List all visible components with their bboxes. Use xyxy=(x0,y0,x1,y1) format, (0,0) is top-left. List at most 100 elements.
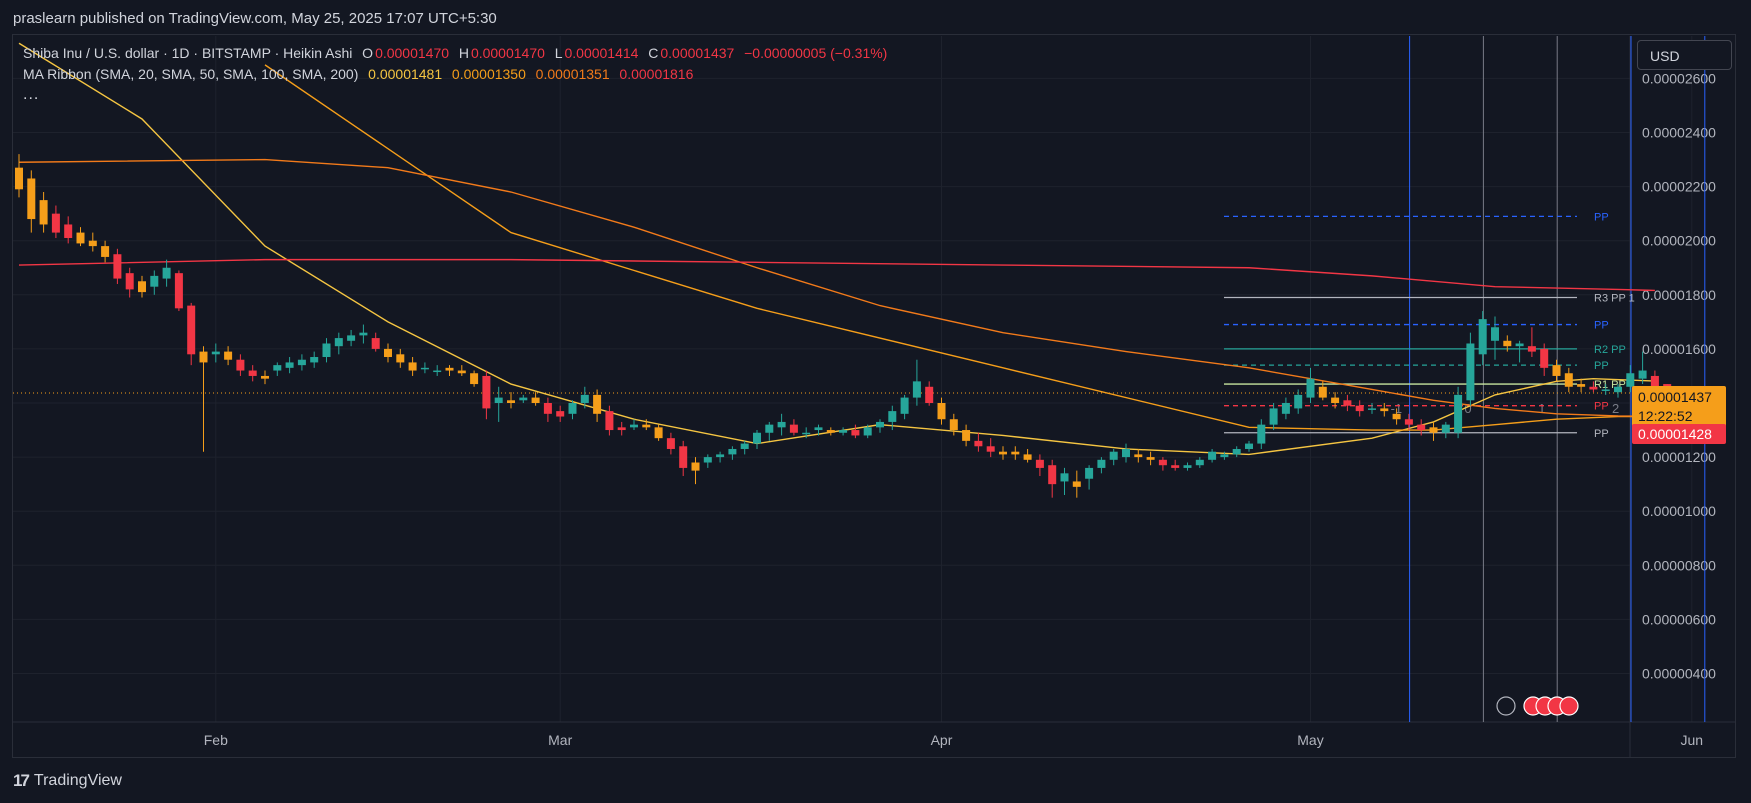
candle-body xyxy=(1392,413,1401,420)
sma-line xyxy=(18,42,1655,456)
candle-body xyxy=(568,403,577,414)
candle-body xyxy=(1441,424,1450,433)
candle-body xyxy=(384,348,392,358)
candle-body xyxy=(322,343,331,358)
candle-body xyxy=(1564,373,1573,387)
candle-body xyxy=(1269,408,1278,425)
candle-body xyxy=(1109,451,1118,460)
candle-body xyxy=(1318,386,1327,398)
candle-body xyxy=(802,432,811,435)
chart-panel xyxy=(12,34,1736,758)
candle-body xyxy=(580,394,589,403)
ma20-value: 0.00001481 xyxy=(368,66,443,82)
candle-body xyxy=(962,430,971,441)
candle-body xyxy=(1552,365,1561,376)
candle-body xyxy=(666,438,675,449)
pivot-label: PP xyxy=(1594,401,1609,413)
candle-body xyxy=(1404,419,1413,425)
candle-body xyxy=(1085,467,1094,479)
candle-body xyxy=(691,462,700,471)
candle-body xyxy=(101,246,110,257)
symbol-legend[interactable]: Shiba Inu / U.S. dollar · 1D · BITSTAMP … xyxy=(23,45,889,61)
candle-body xyxy=(359,332,368,336)
candle-body xyxy=(1491,327,1499,341)
candle-body xyxy=(224,351,233,360)
currency-button[interactable]: USD xyxy=(1637,40,1732,70)
x-tick-label: Feb xyxy=(204,732,228,748)
y-tick-label: 0.00002000 xyxy=(1642,233,1716,249)
low-label: L xyxy=(554,45,563,61)
pivot-label: PP xyxy=(1594,320,1609,332)
candle-body xyxy=(138,281,146,293)
candle-body xyxy=(347,335,356,341)
candle-body xyxy=(445,367,454,371)
candle-body xyxy=(162,267,171,279)
close-value: 0.00001437 xyxy=(660,45,735,61)
tradingview-logo-icon: 17 xyxy=(13,771,30,790)
candle-body xyxy=(851,430,860,436)
candle-body xyxy=(236,359,245,371)
candle-body xyxy=(740,443,749,449)
candle-body xyxy=(420,367,429,370)
candle-body xyxy=(1245,443,1253,449)
candle-body xyxy=(937,403,946,420)
candle-body xyxy=(1183,465,1192,468)
last-price-tag: 0.00001437 12:22:52 xyxy=(1632,386,1726,428)
y-tick-label: 0.00001600 xyxy=(1642,341,1716,357)
candle-body xyxy=(396,354,405,363)
candle-body xyxy=(1429,427,1438,433)
candle-body xyxy=(814,427,823,431)
y-tick-label: 0.00002600 xyxy=(1642,70,1716,86)
candle-body xyxy=(789,424,798,433)
candle-body xyxy=(1626,373,1635,387)
candle-body xyxy=(174,273,183,309)
candle-body xyxy=(334,338,343,347)
pivot-label: R2 PP xyxy=(1594,344,1626,356)
candle-body xyxy=(113,254,122,279)
candle-body xyxy=(1515,343,1524,347)
candle-body xyxy=(470,373,479,385)
more-indicators-button[interactable]: ... xyxy=(23,86,40,103)
ma-ribbon-title[interactable]: MA Ribbon (SMA, 20, SMA, 50, SMA, 100, S… xyxy=(23,66,359,82)
low-price-tag: 0.00001428 xyxy=(1632,424,1726,444)
candle-body xyxy=(1232,448,1241,455)
candle-body xyxy=(888,411,897,422)
candle-body xyxy=(912,381,921,398)
footer-brand[interactable]: 17 TradingView xyxy=(13,771,122,791)
y-tick-label: 0.00002400 xyxy=(1642,125,1716,141)
candle-body xyxy=(1072,481,1081,487)
candle-body xyxy=(457,370,466,374)
candle-body xyxy=(1158,459,1167,466)
candle-body xyxy=(654,427,663,439)
candle-body xyxy=(1281,403,1290,414)
y-tick-label: 0.00001800 xyxy=(1642,287,1716,303)
candle-body xyxy=(482,375,491,409)
candle-body xyxy=(1146,457,1155,460)
candle-body xyxy=(1220,454,1229,458)
x-tick-label: Jun xyxy=(1681,732,1704,748)
candle-body xyxy=(1122,448,1130,458)
publisher-header: praslearn published on TradingView.com, … xyxy=(13,10,497,27)
economic-event-icon xyxy=(1559,696,1579,716)
symbol-title[interactable]: Shiba Inu / U.S. dollar · 1D · BITSTAMP … xyxy=(23,45,353,61)
candle-body xyxy=(211,351,220,355)
candle-body xyxy=(1503,340,1512,347)
candle-body xyxy=(1478,319,1487,355)
candle-body xyxy=(617,427,626,431)
candle-body xyxy=(1577,384,1586,387)
candle-body xyxy=(765,424,774,433)
candle-body xyxy=(51,213,60,233)
ma-ribbon-legend[interactable]: MA Ribbon (SMA, 20, SMA, 50, SMA, 100, S… xyxy=(23,66,695,82)
candle-body xyxy=(679,446,688,468)
candle-body xyxy=(1060,473,1069,482)
candle-body xyxy=(1208,451,1217,460)
candle-body xyxy=(826,430,835,433)
candle-body xyxy=(1601,389,1610,391)
open-value: 0.00001470 xyxy=(375,45,450,61)
candle-body xyxy=(1638,370,1647,379)
candle-body xyxy=(728,448,737,455)
y-tick-label: 0.00000400 xyxy=(1642,666,1716,682)
x-tick-label: Apr xyxy=(931,732,953,748)
close-label: C xyxy=(648,45,659,61)
